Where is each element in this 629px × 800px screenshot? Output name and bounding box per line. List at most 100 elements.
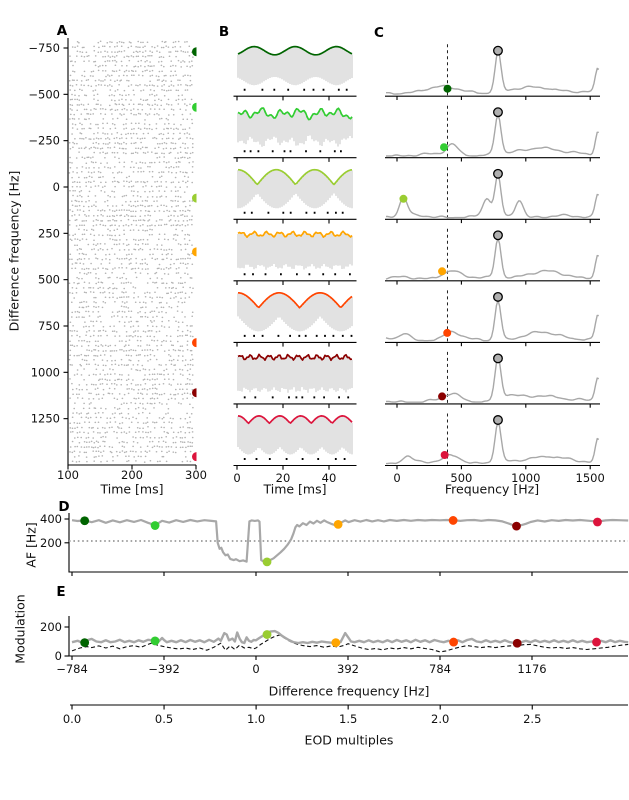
power-spectrum-curve: [385, 356, 600, 403]
carrier-wave: [237, 47, 353, 86]
panel-c-row: [385, 105, 600, 162]
eodf-peak-marker: [493, 168, 503, 179]
eod-multiples-axis: 0.0 0.5 1.0 1.5 2.0 2.5: [63, 704, 628, 726]
tick-label: 300: [185, 468, 207, 482]
am-envelope: [237, 415, 353, 425]
am-envelope: [237, 230, 353, 238]
tick-label: 1.5: [339, 712, 357, 726]
carrier-wave: [237, 170, 353, 209]
carrier-wave: [237, 231, 353, 270]
tick-label: 250: [38, 226, 60, 240]
response-modulation-curve: [71, 629, 629, 645]
panel-b-row: [233, 45, 357, 101]
power-spectrum-curve: [385, 237, 599, 280]
df-edge-marker: [192, 452, 197, 462]
af-dot: [440, 451, 449, 459]
stimulus-modulation-dashed-curve: [71, 634, 629, 653]
af-dot: [443, 328, 452, 337]
af-dot: [438, 267, 447, 276]
tick-label: 1176: [517, 662, 546, 676]
tick-label: 20: [276, 471, 291, 485]
panel-a-xlabel: Time [ms]: [100, 481, 164, 497]
am-envelope: [237, 45, 353, 56]
af-curve: [71, 518, 629, 563]
eodf-peak-marker: [493, 291, 503, 302]
df-sample-dot: [333, 519, 343, 529]
panel-d-label: D: [58, 499, 70, 515]
tick-label: 200: [121, 468, 143, 482]
am-envelope: [237, 291, 353, 309]
tick-label: 400: [40, 512, 62, 526]
panel-b-xlabel: Time [ms]: [263, 481, 327, 497]
power-spectrum-curve: [385, 421, 600, 465]
tick-label: 1.0: [247, 712, 265, 726]
df-sample-dot: [150, 521, 160, 530]
panel-a-label: A: [56, 23, 68, 39]
panel-c-row: [385, 167, 600, 224]
tick-label: 100: [57, 468, 79, 482]
df-sample-dot: [512, 521, 521, 531]
df-sample-dot: [512, 638, 522, 648]
panel-e-xlabel: Difference frequency [Hz]: [268, 683, 430, 699]
panel-b-row: [233, 107, 357, 162]
df-sample-dot: [262, 557, 272, 567]
df-edge-marker: [192, 47, 197, 57]
df-sample-dot: [449, 637, 459, 647]
tick-label: 0: [252, 662, 259, 676]
panel-b-row: [233, 353, 357, 409]
df-edge-marker: [192, 247, 197, 257]
panel-d-af-plot: 400 200: [40, 512, 629, 576]
tick-label: 0: [55, 649, 62, 663]
carrier-wave: [237, 416, 353, 455]
panel-a-ylabel: Difference frequency [Hz]: [6, 170, 22, 332]
tick-label: 200: [40, 620, 62, 634]
panel-c-row: [385, 290, 600, 347]
am-envelope: [237, 353, 353, 362]
tick-label: 0.0: [63, 712, 81, 726]
tick-label: 1500: [576, 471, 605, 485]
panel-c-row: [385, 44, 600, 100]
tick-label: −500: [28, 87, 60, 101]
af-dot: [399, 194, 408, 203]
tick-label: 0: [53, 180, 60, 194]
tick-label: 40: [322, 471, 337, 485]
tick-label: 500: [38, 273, 60, 287]
panel-c-row: 0 500 1000 1500: [385, 413, 605, 485]
panel-a-raster-plot: −750 −500 −250 0 250 500 750 1000 1250 100 200 300: [28, 38, 207, 482]
tick-label: 0: [393, 471, 400, 485]
power-spectrum-curve: [386, 50, 600, 95]
tick-label: −784: [56, 662, 88, 676]
df-sample-dot: [593, 517, 602, 527]
panel-b-row: [233, 168, 357, 224]
af-dot: [438, 392, 447, 401]
tick-label: 0: [233, 471, 240, 485]
panel-c-xlabel: Frequency [Hz]: [444, 481, 540, 497]
df-sample-dot: [80, 516, 90, 526]
df-sample-dot: [150, 636, 160, 646]
eod-axis-label: EOD multiples: [304, 732, 394, 748]
df-sample-dot: [592, 637, 601, 647]
am-envelope: [237, 168, 353, 186]
df-edge-marker: [192, 388, 197, 398]
power-spectrum-curve: [386, 113, 599, 157]
tick-label: −392: [148, 662, 180, 676]
tick-label: 392: [337, 662, 359, 676]
tick-label: 200: [40, 536, 62, 550]
af-dot: [443, 84, 452, 93]
tick-label: 1250: [31, 412, 60, 426]
power-spectrum-curve: [385, 299, 599, 342]
panel-e-ylabel: Modulation: [12, 594, 28, 664]
tick-label: 750: [38, 319, 60, 333]
df-sample-dot: [80, 638, 90, 648]
carrier-wave: [237, 355, 353, 393]
carrier-wave: [237, 108, 353, 147]
tick-label: −750: [28, 41, 60, 55]
df-edge-marker: [192, 338, 197, 348]
panel-c-row: [385, 351, 600, 408]
panel-e-label: E: [56, 584, 66, 600]
af-dot: [440, 143, 449, 152]
df-sample-dot: [331, 638, 341, 648]
panel-b-row: [233, 291, 357, 347]
tick-label: 0.5: [155, 712, 173, 726]
